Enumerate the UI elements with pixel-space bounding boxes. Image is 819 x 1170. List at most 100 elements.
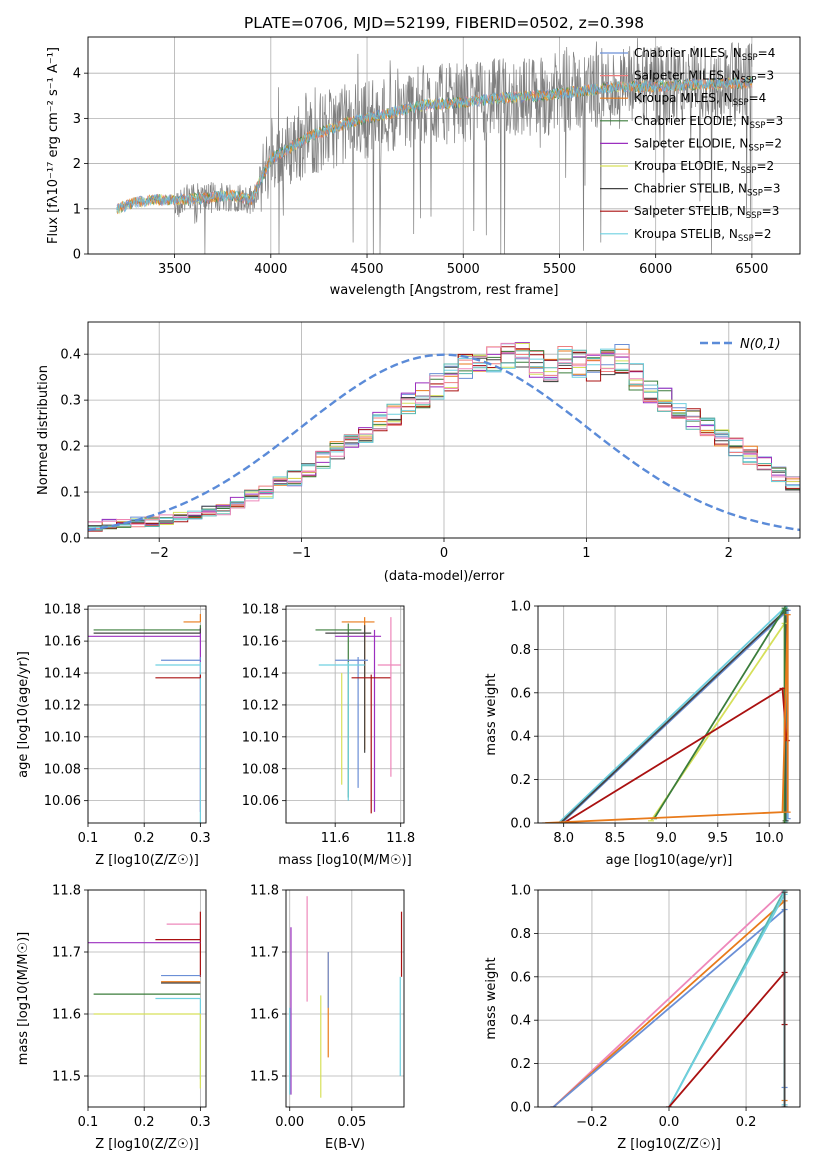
mass-weight-series (557, 606, 788, 823)
x-tick-label: 0.0 (659, 1115, 680, 1130)
model-spectrum-line (116, 77, 753, 213)
histogram-series (88, 343, 800, 531)
errorbar-point (88, 628, 201, 812)
histogram-series (88, 352, 800, 527)
errorbar-point (377, 617, 401, 777)
y-tick-label: 10.12 (44, 698, 81, 713)
axes-frame (87, 321, 801, 539)
x-tick-label: 0 (440, 546, 448, 561)
x-tick-label: 3500 (158, 262, 191, 277)
x-tick-label: 4500 (350, 262, 383, 277)
y-tick-label: 0.2 (510, 1057, 531, 1072)
x-axis-label: mass [log10(M/M☉)] (278, 853, 411, 868)
x-tick-label: 0.00 (275, 1115, 304, 1130)
y-tick-label: 1 (73, 202, 81, 217)
x-tick-label: 0.05 (337, 1115, 366, 1130)
axes-frame (87, 36, 801, 255)
histogram-series (88, 350, 800, 530)
errorbar-point (351, 674, 391, 814)
age_vs_mass-panel: 11.6 11.8 10.06 10.08 10.10 10.12 10.14 10.16 10… (242, 603, 415, 868)
x-tick-label: 5000 (447, 262, 480, 277)
model-spectrum-line (116, 77, 753, 214)
y-axis-label: mass weight (484, 673, 499, 755)
y-tick-label: 0.2 (60, 440, 81, 455)
legend-entry: Chabrier MILES, NSSP=4 (634, 46, 775, 63)
chart-title: PLATE=0706, MJD=52199, FIBERID=0502, z=0… (244, 14, 644, 32)
x-axis-label: wavelength [Angstrom, rest frame] (330, 283, 559, 298)
y-tick-label: 0.0 (60, 532, 81, 547)
x-tick-label: −1 (292, 546, 311, 561)
mass_weight_vs_Z-panel: −0.2 0.0 0.2 0.0 0.2 0.4 0.6 0.8 1.0 Z [log10(Z/Z… (484, 884, 801, 1152)
y-tick-label: 1.0 (510, 884, 531, 899)
residuals-plot-area (88, 342, 800, 532)
y-tick-label: 10.06 (242, 794, 279, 809)
y-tick-label: 11.7 (250, 946, 279, 961)
x-tick-label: 6500 (735, 262, 768, 277)
y-tick-label: 11.5 (52, 1070, 81, 1085)
mass_vs_ebv-plot-area (289, 896, 403, 1098)
errorbar-point (93, 628, 201, 634)
errorbar-point (161, 657, 201, 661)
errorbar-point (183, 613, 201, 623)
x-axis-label: Z [log10(Z/Z☉)] (617, 1137, 721, 1152)
axes-frame (87, 889, 207, 1108)
x-tick-label: −2 (150, 546, 169, 561)
y-axis-label: Flux [fλ10⁻¹⁷ erg cm⁻² s⁻¹ A⁻¹] (46, 47, 61, 244)
y-tick-label: 10.14 (242, 667, 279, 682)
y-tick-label: 10.16 (242, 635, 279, 650)
errorbar-point (335, 629, 382, 812)
y-tick-label: 11.5 (250, 1070, 279, 1085)
errorbar-point (155, 661, 201, 823)
errorbar-point (155, 997, 201, 1080)
x-tick-label: 9.5 (707, 831, 728, 846)
axes-frame (87, 605, 207, 824)
y-tick-label: 0.8 (510, 643, 531, 658)
y-tick-label: 0.6 (510, 686, 531, 701)
y-tick-label: 11.8 (250, 884, 279, 899)
x-tick-label: 0.3 (190, 831, 211, 846)
spectrum-legend: Chabrier MILES, NSSP=4 Salpeter MILES, NS… (600, 46, 783, 244)
normal-curve-line (88, 353, 800, 532)
y-tick-label: 1.0 (510, 600, 531, 615)
y-tick-label: 10.16 (44, 635, 81, 650)
legend-entry: Kroupa ELODIE, NSSP=2 (634, 159, 774, 176)
x-tick-label: 0.1 (78, 1115, 99, 1130)
mass-weight-series (559, 608, 787, 823)
y-tick-label: 0.4 (60, 348, 81, 363)
histogram-series (88, 346, 800, 529)
x-tick-label: 0.2 (134, 831, 155, 846)
histogram-series (88, 342, 800, 526)
x-tick-label: −0.2 (576, 1115, 608, 1130)
legend-entry: Salpeter ELODIE, NSSP=2 (634, 136, 782, 153)
y-tick-label: 10.14 (44, 667, 81, 682)
y-tick-label: 10.08 (44, 762, 81, 777)
histogram-series (88, 343, 800, 530)
spectrum-plot-area (116, 38, 753, 254)
x-axis-label: Z [log10(Z/Z☉)] (95, 853, 199, 868)
spectrum-panel: 3500 4000 4500 5000 5500 6000 6500 0 1 2 3 4 PLATE=0… (46, 14, 801, 298)
age_vs_Z-plot-area (88, 613, 201, 823)
x-axis-label: (data-model)/error (384, 569, 505, 584)
legend-entry: N(0,1) (740, 337, 781, 352)
mass_weight_vs_age-panel: 8.0 8.5 9.0 9.5 10.0 0.0 0.2 0.4 0.6 0.8 1.0 age [l… (484, 600, 801, 868)
x-tick-label: 9.0 (656, 831, 677, 846)
y-tick-label: 10.10 (44, 730, 81, 745)
y-tick-label: 0.4 (510, 1014, 531, 1029)
histogram-series (88, 349, 800, 531)
mass-weight-series (563, 686, 788, 823)
y-tick-label: 0.4 (510, 730, 531, 745)
x-tick-label: 5500 (543, 262, 576, 277)
axes-frame (285, 889, 405, 1108)
x-tick-label: 0.2 (134, 1115, 155, 1130)
mass_vs_Z-panel: 0.1 0.2 0.3 11.5 11.6 11.7 11.8 Z [log10(Z/Z☉)]… (16, 884, 211, 1153)
residuals-panel: −2 −1 0 1 2 0.0 0.1 0.2 0.3 0.4 (data-model)/error… (36, 321, 801, 584)
errorbar-point (155, 911, 201, 977)
y-tick-label: 11.6 (52, 1008, 81, 1023)
mass_vs_ebv-panel: 0.00 0.05 11.5 11.6 11.7 11.8 E(B-V) (250, 884, 405, 1152)
y-tick-label: 0.1 (60, 486, 81, 501)
mass-weight-series (668, 893, 786, 1107)
errorbar-point (155, 674, 201, 679)
y-tick-label: 10.18 (242, 603, 279, 618)
axes-frame (537, 889, 801, 1108)
